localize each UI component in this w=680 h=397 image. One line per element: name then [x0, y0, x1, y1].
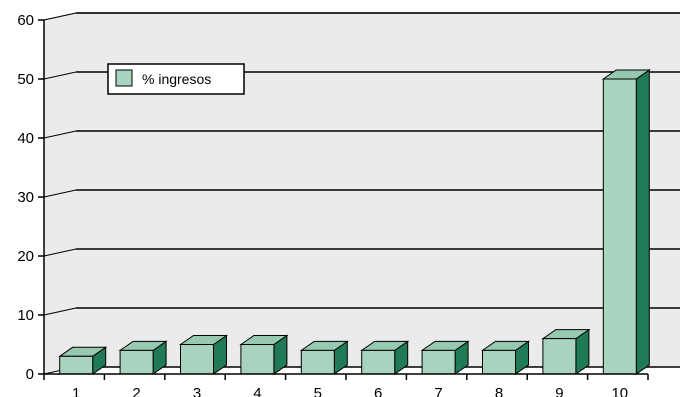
y-tick-labels: 0 10 20 30 40 50 60: [17, 12, 34, 383]
x-tick-label: 6: [374, 385, 382, 397]
gridline-depth: [43, 12, 77, 21]
back-wall: [44, 13, 680, 374]
bar: [360, 340, 410, 375]
bar: [480, 340, 531, 375]
x-tick-label: 1: [72, 385, 80, 397]
gridline-depth: [43, 189, 77, 198]
bar-front: [180, 344, 214, 375]
bar-front: [119, 349, 154, 375]
y-tick-label: 40: [17, 130, 34, 147]
x-tick-label: 4: [253, 385, 261, 397]
bar: [601, 69, 651, 375]
bar-front: [542, 338, 577, 375]
bar: [239, 334, 289, 375]
bar: [58, 346, 108, 375]
x-tick-label: 2: [132, 385, 140, 397]
x-tick-label: 10: [611, 385, 628, 397]
legend-box: [107, 63, 245, 95]
gridline-depth: [43, 71, 77, 80]
legend-label: % ingresos: [142, 71, 211, 87]
gridline-depth: [43, 130, 77, 139]
bar-front: [482, 349, 516, 375]
x-tick-label: 3: [193, 385, 201, 397]
y-tick-label: 0: [26, 366, 34, 383]
x-tick-label: 9: [555, 385, 563, 397]
bar-front: [59, 355, 94, 375]
bar: [118, 340, 168, 375]
bar-side: [635, 69, 650, 375]
x-tick-labels: 1 2 3 4 5 6 7 8 9 10: [72, 385, 628, 397]
bar-front: [240, 344, 275, 375]
x-tick-label: 7: [434, 385, 442, 397]
bar: [420, 340, 470, 375]
legend-swatch: [115, 69, 133, 87]
y-tick-label: 60: [17, 12, 34, 29]
axes: [38, 19, 649, 380]
bar-front: [421, 349, 456, 375]
gridline-depth: [43, 307, 77, 316]
x-tick-label: 8: [495, 385, 503, 397]
y-tick-label: 50: [17, 71, 34, 88]
bar: [541, 328, 591, 375]
gridline-depth: [43, 248, 77, 257]
x-tick-label: 5: [314, 385, 322, 397]
bar-front: [602, 78, 637, 375]
y-tick-label: 30: [17, 189, 34, 206]
bar-front: [361, 349, 396, 375]
y-tick-label: 10: [17, 307, 34, 324]
bar: [299, 340, 349, 375]
bar-front: [300, 349, 335, 375]
legend: % ingresos: [107, 63, 245, 95]
y-tick-label: 20: [17, 248, 34, 265]
bar: [178, 334, 229, 375]
bars: [58, 69, 651, 375]
